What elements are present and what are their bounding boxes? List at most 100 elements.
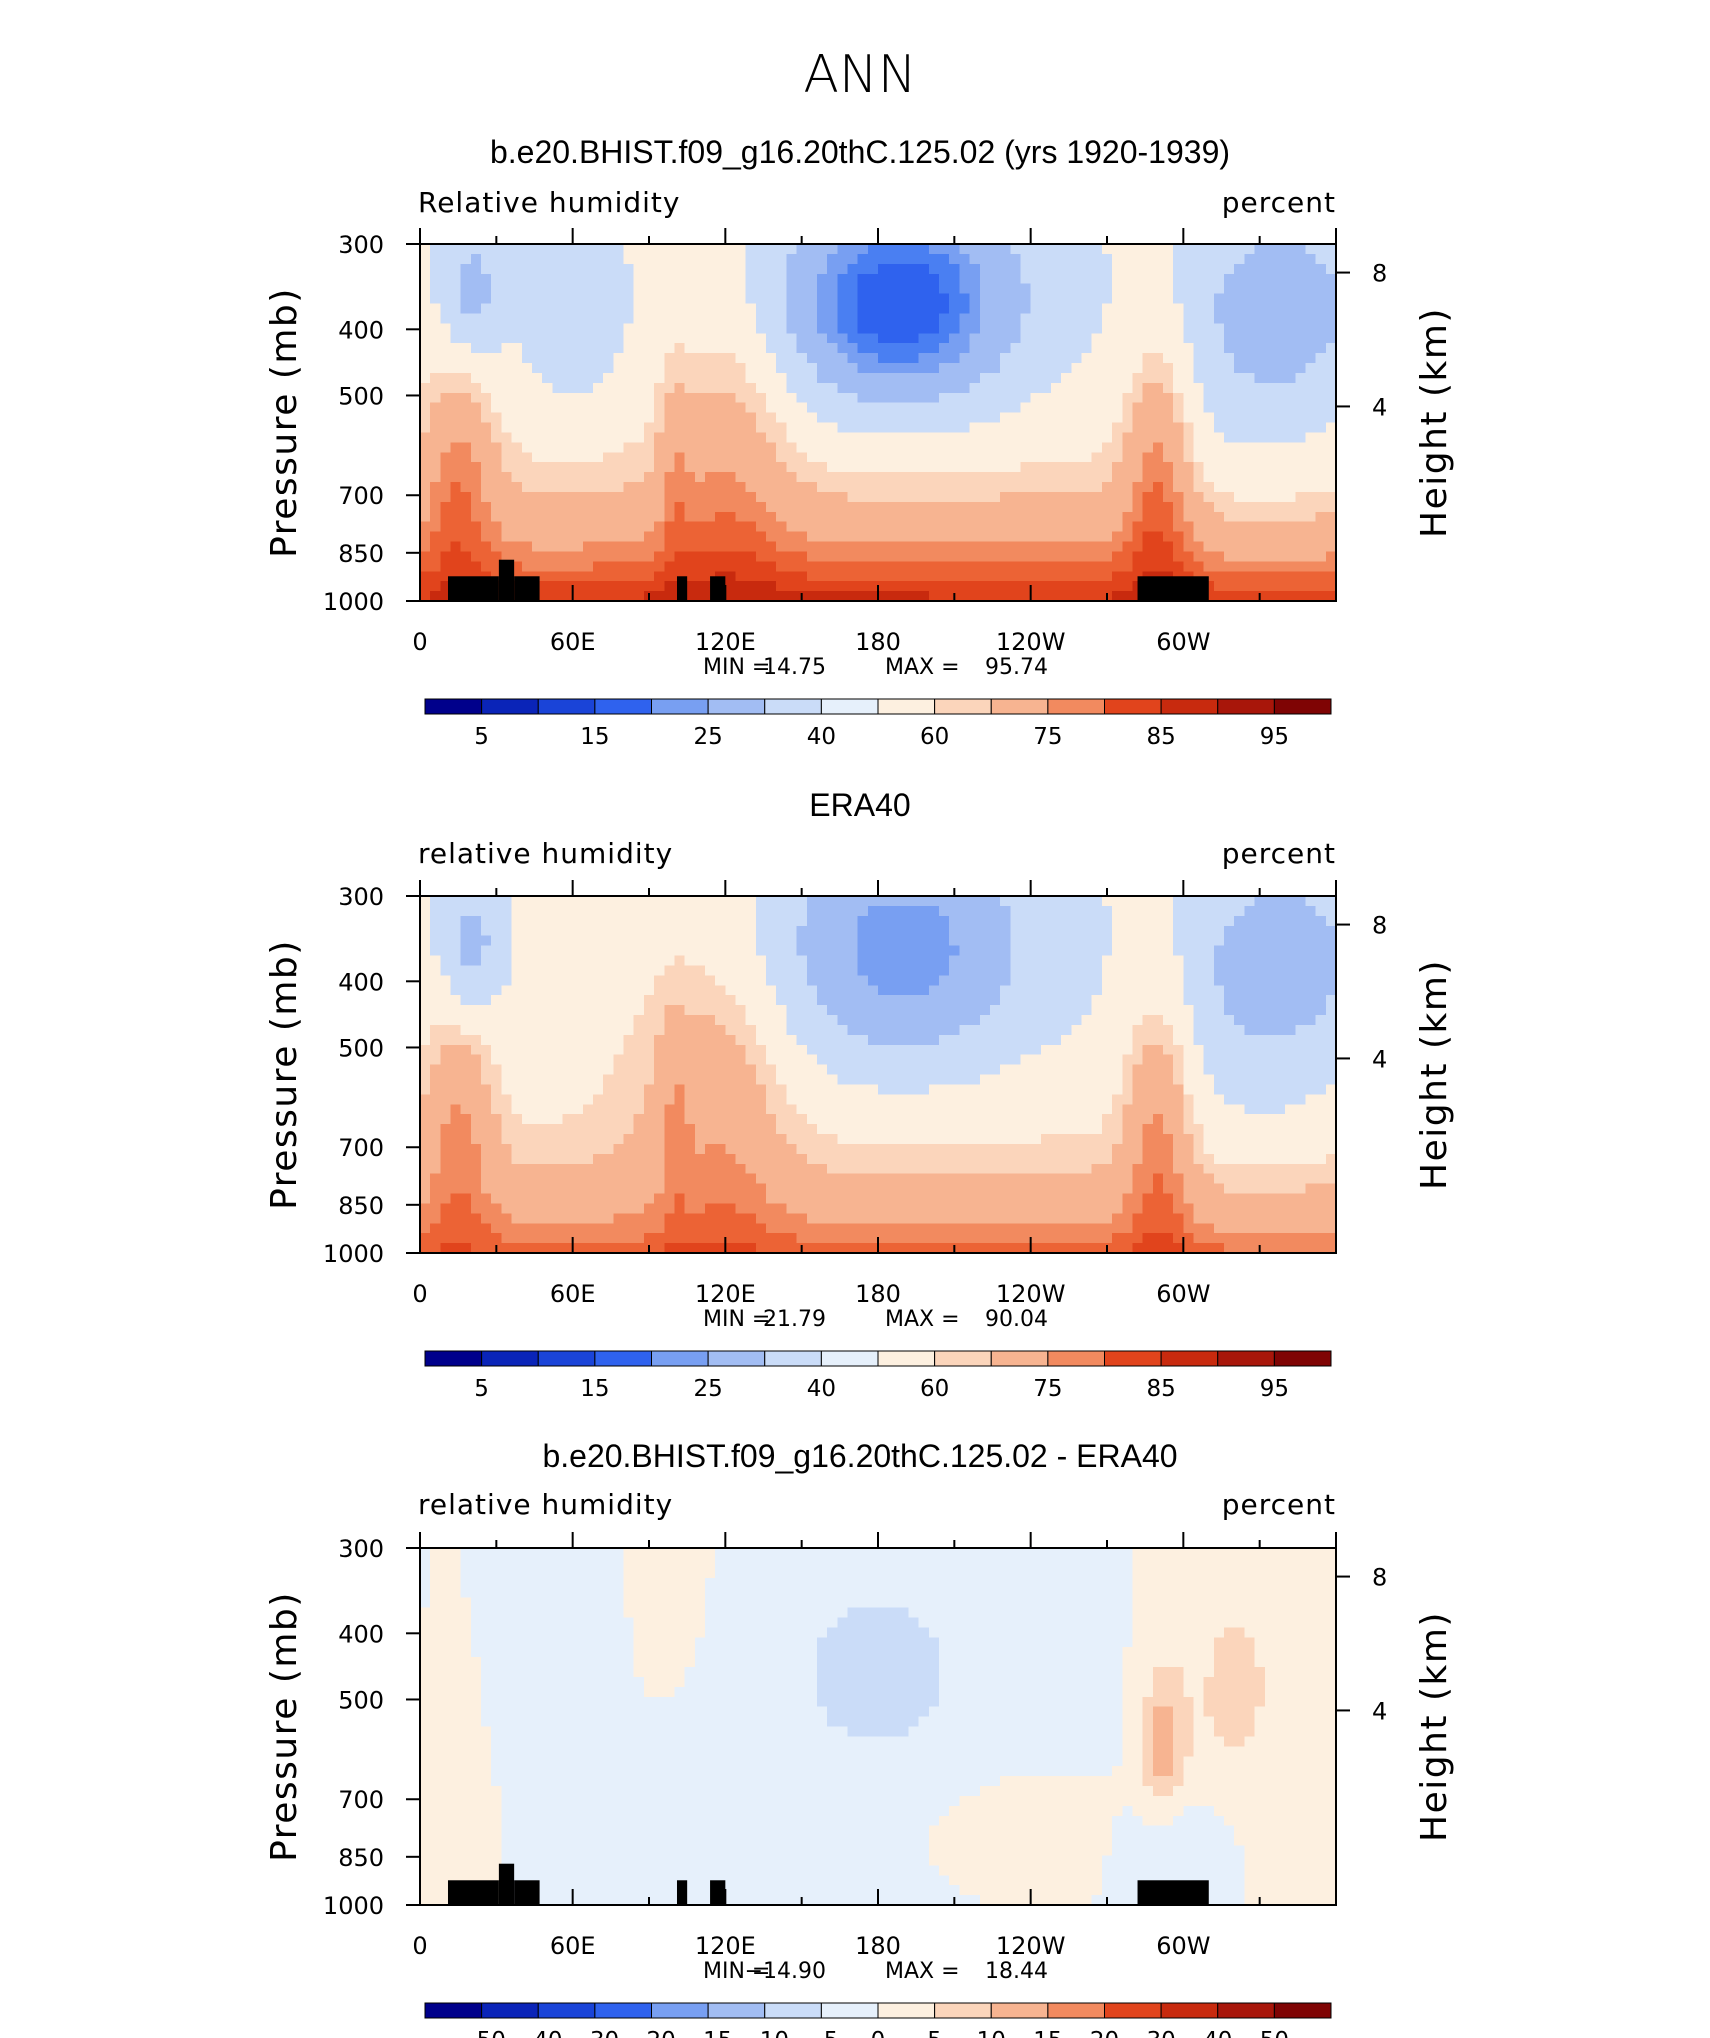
- contour-cell: [643, 501, 655, 513]
- contour-cell: [582, 283, 594, 295]
- contour-cell: [1193, 253, 1205, 265]
- contour-cell: [837, 925, 849, 937]
- contour-cell: [979, 935, 991, 947]
- contour-cell: [1061, 1034, 1072, 1046]
- contour-cell: [704, 1064, 716, 1076]
- contour-cell: [674, 253, 686, 265]
- contour-cell: [989, 382, 1001, 394]
- contour-cell: [755, 995, 767, 1006]
- contour-cell: [847, 482, 859, 493]
- contour-cell: [460, 975, 472, 986]
- contour-cell: [1122, 551, 1134, 562]
- contour-cell: [908, 511, 920, 523]
- contour-cell: [766, 363, 777, 374]
- contour-cell: [1020, 1015, 1032, 1026]
- contour-cell: [521, 1034, 533, 1046]
- contour-cell: [420, 273, 431, 285]
- contour-cell: [1325, 482, 1337, 493]
- contour-cell: [796, 482, 808, 493]
- contour-cell: [847, 273, 859, 285]
- contour-cell: [430, 412, 441, 424]
- contour-cell: [643, 263, 655, 275]
- contour-cell: [898, 412, 910, 424]
- contour-cell: [501, 293, 513, 305]
- contour-cell: [878, 1015, 889, 1026]
- contour-cell: [593, 392, 604, 404]
- contour-cell: [766, 253, 777, 265]
- contour-cell: [898, 925, 910, 937]
- contour-cell: [1112, 263, 1123, 275]
- contour-cell: [654, 333, 665, 344]
- contour-cell: [1213, 253, 1225, 265]
- contour-cell: [511, 273, 523, 285]
- contour-cell: [470, 462, 482, 473]
- contour-cell: [1173, 975, 1184, 986]
- contour-cell: [908, 283, 920, 295]
- contour-cell: [806, 452, 818, 463]
- contour-cell: [501, 1015, 513, 1026]
- contour-cell: [1305, 442, 1317, 453]
- contour-cell: [440, 323, 452, 334]
- contour-cell: [745, 501, 757, 513]
- contour-cell: [603, 1064, 614, 1076]
- contour-cell: [928, 581, 940, 592]
- contour-cell: [888, 955, 899, 967]
- contour-cell: [1274, 965, 1286, 976]
- contour-cell: [989, 333, 1001, 344]
- contour-cell: [470, 422, 482, 434]
- contour-cell: [491, 402, 503, 414]
- contour-cell: [664, 1044, 676, 1056]
- contour-cell: [969, 571, 981, 582]
- contour-cell: [623, 561, 635, 572]
- contour-cell: [949, 412, 961, 424]
- contour-cell: [837, 472, 849, 483]
- contour-cell: [755, 293, 767, 305]
- contour-cell: [715, 501, 726, 513]
- contour-cell: [440, 985, 452, 996]
- contour-cell: [1152, 1015, 1164, 1026]
- contour-cell: [542, 581, 553, 592]
- contour-cell: [1152, 482, 1164, 493]
- contour-cell: [1000, 253, 1011, 265]
- contour-cell: [878, 333, 889, 344]
- contour-cell: [1112, 581, 1123, 592]
- contour-cell: [827, 995, 838, 1006]
- contour-cell: [1030, 491, 1042, 503]
- contour-field: [420, 244, 1337, 602]
- contour-cell: [572, 561, 584, 572]
- contour-cell: [857, 432, 869, 443]
- contour-cell: [857, 1024, 869, 1036]
- contour-cell: [501, 313, 513, 324]
- contour-cell: [745, 363, 757, 374]
- contour-cell: [542, 323, 553, 334]
- contour-cell: [1071, 283, 1083, 295]
- contour-cell: [664, 363, 676, 374]
- colorbar-bin: [1047, 698, 1105, 715]
- contour-cell: [857, 363, 869, 374]
- contour-cell: [796, 402, 808, 414]
- contour-cell: [888, 244, 899, 255]
- contour-cell: [654, 244, 665, 255]
- contour-cell: [827, 531, 838, 543]
- contour-cell: [1010, 1015, 1022, 1026]
- contour-cell: [593, 422, 604, 434]
- contour-cell: [847, 452, 859, 463]
- contour-cell: [1010, 915, 1022, 927]
- contour-cell: [684, 1064, 696, 1076]
- contour-cell: [694, 1034, 706, 1046]
- contour-cell: [959, 263, 971, 275]
- contour-cell: [1213, 1015, 1225, 1026]
- contour-cell: [1122, 531, 1134, 543]
- contour-cell: [786, 561, 798, 572]
- contour-cell: [857, 965, 869, 976]
- contour-cell: [1325, 1015, 1337, 1026]
- contour-cell: [1101, 263, 1113, 275]
- contour-cell: [420, 561, 431, 572]
- contour-cell: [827, 955, 838, 967]
- colorbar-bin: [1273, 698, 1332, 715]
- contour-cell: [1325, 442, 1337, 453]
- contour-cell: [1173, 511, 1184, 523]
- contour-cell: [776, 273, 787, 285]
- contour-cell: [430, 1024, 441, 1036]
- contour-cell: [725, 382, 737, 394]
